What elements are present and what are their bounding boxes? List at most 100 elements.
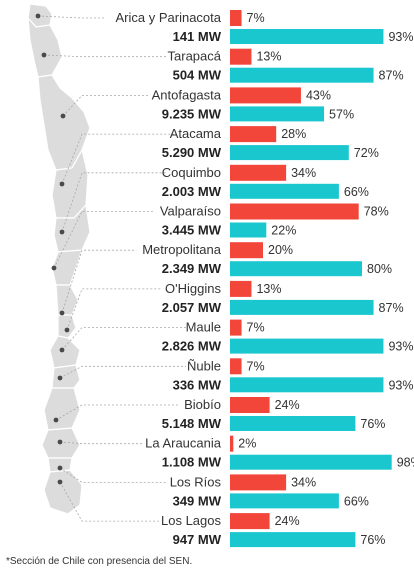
bar-red — [230, 87, 301, 104]
region-name: Valparaíso — [160, 204, 221, 219]
map-marker — [41, 52, 47, 58]
bar-teal — [230, 67, 374, 83]
region-capacity: 141 MW — [173, 29, 222, 44]
bar-teal-label: 93% — [388, 30, 413, 44]
map-marker — [59, 310, 65, 316]
bar-red — [230, 358, 242, 375]
region-name: Biobío — [184, 397, 221, 412]
bar-teal — [230, 299, 374, 315]
region-name: Ñuble — [187, 358, 221, 373]
map-region-2 — [27, 16, 63, 78]
region-capacity: 2.003 MW — [162, 184, 222, 199]
bar-teal-label: 98% — [397, 456, 414, 470]
bar-teal — [230, 338, 384, 354]
bar-red — [230, 10, 242, 26]
bar-red-label: 13% — [256, 282, 281, 296]
leader-line — [61, 249, 137, 314]
leader-line — [59, 481, 162, 522]
region-capacity: 3.445 MW — [162, 223, 222, 238]
bar-red — [230, 397, 270, 413]
bar-teal — [230, 183, 339, 199]
region-name: Coquimbo — [162, 165, 221, 180]
map-marker — [59, 347, 65, 353]
map-region-5 — [53, 203, 91, 253]
region-capacity: 2.057 MW — [162, 300, 222, 315]
bar-red-label: 7% — [247, 321, 265, 335]
bar-red-label: 20% — [268, 243, 293, 257]
bar-teal — [230, 29, 384, 44]
map-marker — [57, 439, 63, 445]
region-capacity: 9.235 MW — [162, 106, 222, 121]
bar-teal-label: 87% — [379, 69, 404, 83]
bar-red-label: 24% — [275, 398, 300, 412]
region-capacity: 504 MW — [173, 68, 222, 83]
bar-teal — [230, 145, 349, 161]
leader-line — [62, 95, 149, 117]
bar-red-label: 28% — [281, 127, 306, 141]
region-name: Los Ríos — [170, 474, 222, 489]
leader-line — [43, 54, 168, 58]
map-region-14 — [43, 469, 83, 515]
region-capacity: 336 MW — [173, 377, 222, 392]
map-marker — [35, 13, 41, 19]
footnote: *Sección de Chile con presencia del SEN. — [6, 556, 193, 567]
leader-line — [66, 288, 162, 331]
map-marker — [53, 417, 59, 423]
bar-teal — [230, 532, 356, 548]
leader-line — [59, 467, 168, 483]
bar-teal-label: 66% — [344, 494, 369, 508]
bar-red-label: 2% — [238, 437, 256, 451]
bar-teal-label: 22% — [271, 224, 296, 238]
bar-red-label: 24% — [275, 514, 300, 528]
bar-teal-label: 93% — [388, 378, 413, 392]
bar-teal — [230, 454, 392, 470]
bar-red — [230, 474, 287, 491]
leader-line — [37, 15, 106, 19]
region-name: Los Lagos — [161, 513, 221, 528]
map-region-8 — [57, 314, 77, 339]
map-marker — [59, 229, 65, 235]
map-marker — [60, 113, 66, 119]
bar-red — [230, 164, 287, 181]
bar-red-label: 34% — [291, 475, 316, 489]
bar-red-label: 13% — [256, 50, 281, 64]
bar-teal-label: 80% — [367, 262, 392, 276]
map-marker — [64, 327, 70, 333]
map-region-7 — [55, 284, 79, 316]
region-capacity: 2.349 MW — [162, 261, 222, 276]
map-marker — [51, 265, 57, 271]
bar-red — [230, 513, 270, 530]
bar-teal-label: 72% — [354, 146, 379, 160]
bar-red — [230, 435, 234, 452]
region-name: La Araucania — [145, 436, 222, 451]
region-capacity: 1.108 MW — [162, 455, 222, 470]
region-name: Maule — [186, 320, 221, 335]
bar-red — [230, 280, 252, 297]
bar-red — [230, 242, 263, 259]
bar-red — [230, 126, 277, 143]
bar-red-label: 43% — [306, 88, 331, 102]
bar-red — [230, 319, 242, 336]
bar-teal — [230, 261, 362, 277]
bar-teal — [230, 222, 267, 238]
region-capacity: 2.826 MW — [162, 339, 222, 354]
leader-line — [61, 172, 168, 233]
region-capacity: 5.290 MW — [162, 145, 222, 160]
bar-red — [230, 203, 359, 220]
region-name: Atacama — [170, 126, 222, 141]
bar-teal — [230, 493, 339, 509]
bar-red-label: 34% — [291, 166, 316, 180]
bar-red-label: 78% — [364, 205, 389, 219]
bar-teal-label: 57% — [329, 107, 354, 121]
region-capacity: 5.148 MW — [162, 416, 222, 431]
bar-red-label: 7% — [247, 359, 265, 373]
region-name: Antofagasta — [152, 87, 222, 102]
region-name: Tarapacá — [168, 49, 222, 64]
leader-line — [53, 211, 155, 269]
region-name: Arica y Parinacota — [116, 10, 222, 25]
map-marker — [57, 479, 63, 485]
leader-line — [61, 133, 174, 185]
region-capacity: 349 MW — [173, 493, 222, 508]
